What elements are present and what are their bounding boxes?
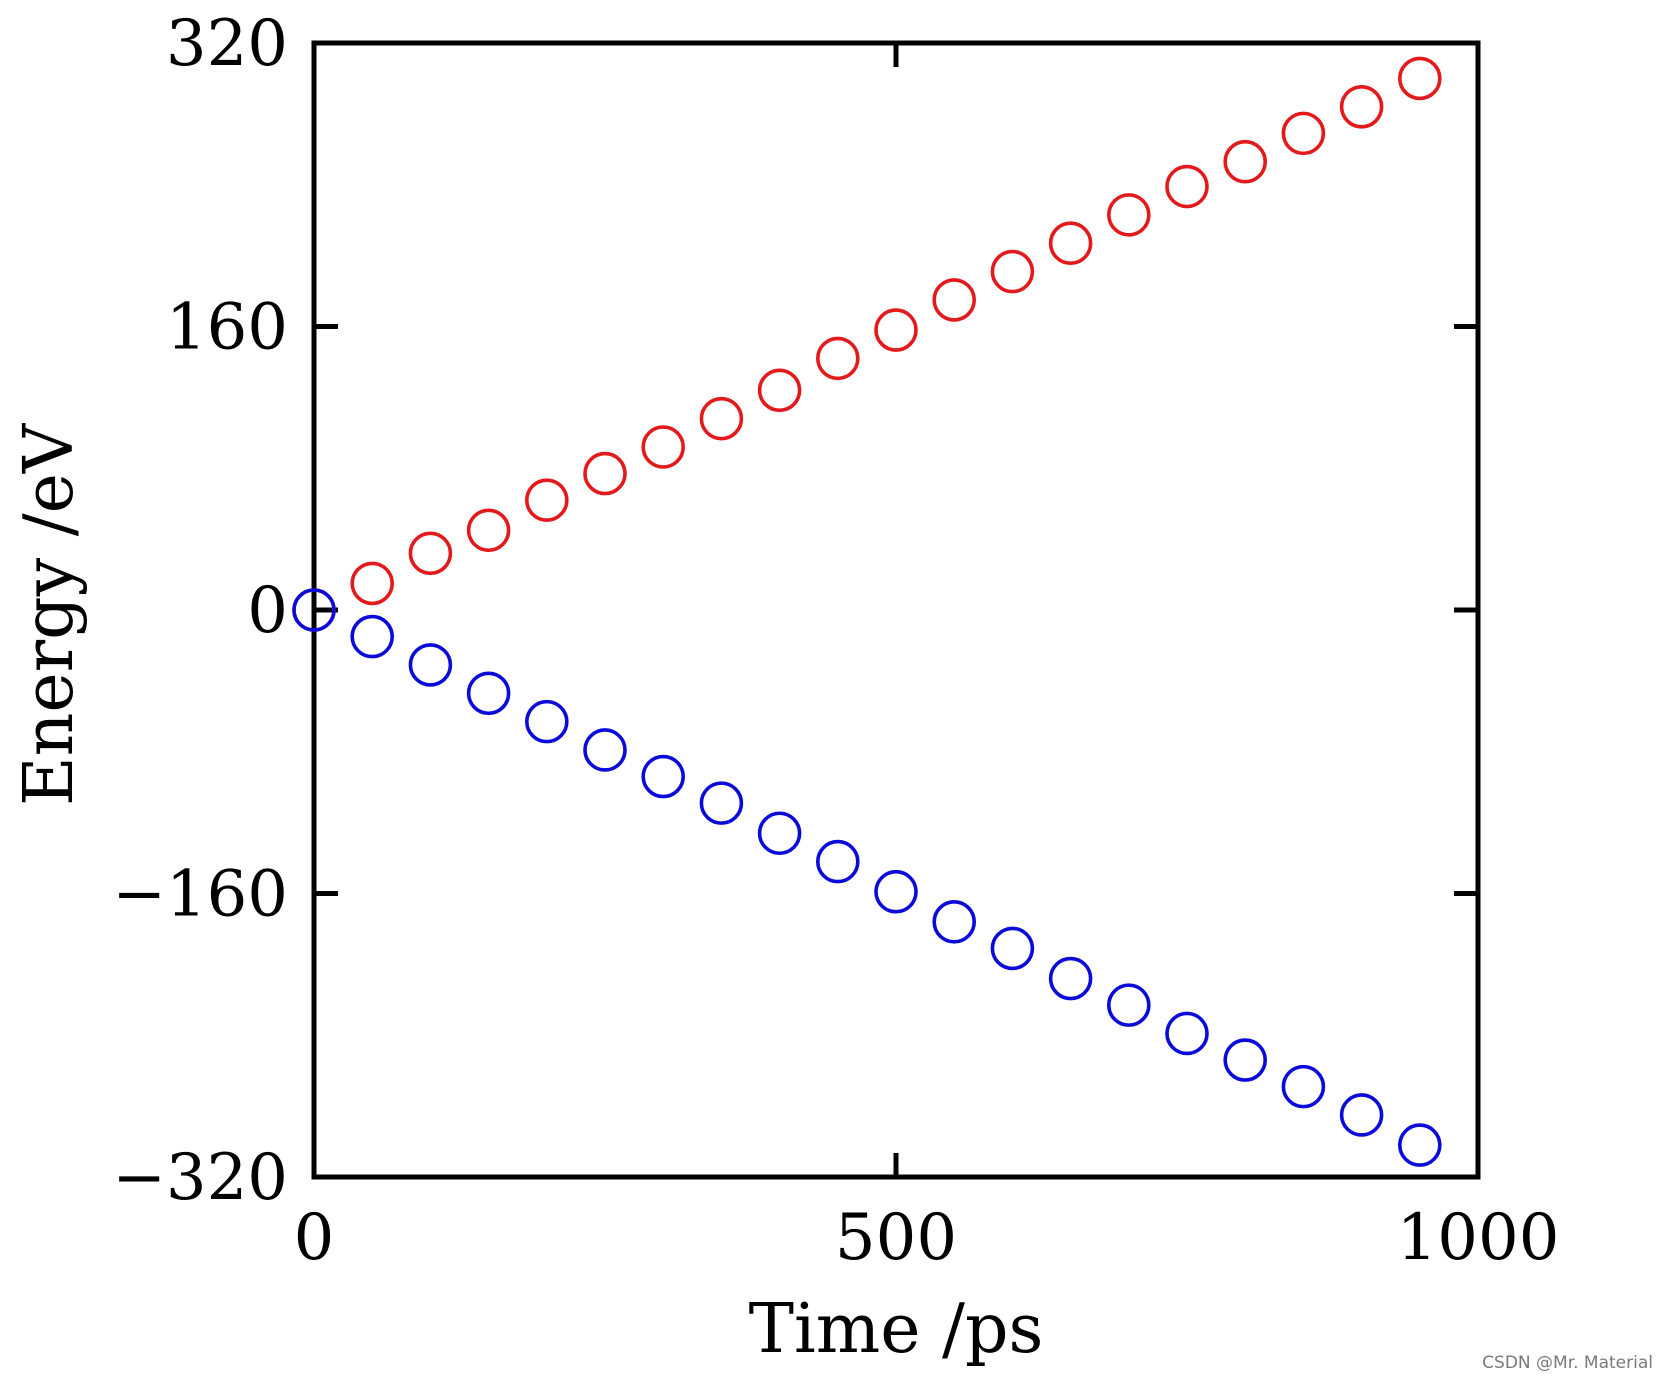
x-tick-label: 0 bbox=[294, 1201, 335, 1275]
x-tick-label: 1000 bbox=[1397, 1201, 1560, 1275]
data-point bbox=[932, 900, 977, 944]
data-point bbox=[1398, 1123, 1442, 1167]
tick-labels: 0 500 1000 320 160 0 −160 −320 bbox=[112, 7, 1559, 1275]
data-point bbox=[932, 278, 977, 322]
data-point bbox=[1165, 1011, 1209, 1056]
data-point bbox=[524, 478, 569, 522]
data-point bbox=[1107, 193, 1151, 237]
data-point bbox=[466, 508, 511, 553]
data-point bbox=[815, 336, 860, 381]
data-points bbox=[292, 56, 1442, 1167]
data-point bbox=[1223, 1038, 1267, 1082]
y-tick-label: −320 bbox=[112, 1141, 288, 1215]
data-point bbox=[1223, 139, 1267, 184]
x-axis-title: Time /ps bbox=[749, 1290, 1044, 1369]
y-tick-label: −160 bbox=[112, 858, 288, 932]
data-point bbox=[583, 451, 627, 496]
y-tick-label: 160 bbox=[166, 291, 288, 365]
data-point bbox=[699, 781, 744, 825]
data-point bbox=[1048, 956, 1093, 1001]
data-point bbox=[292, 588, 336, 632]
x-tick-label: 500 bbox=[835, 1201, 957, 1275]
data-point bbox=[583, 728, 627, 772]
data-point bbox=[990, 249, 1035, 294]
y-tick-label: 0 bbox=[247, 574, 288, 648]
data-point bbox=[641, 754, 686, 799]
plot-frame bbox=[311, 40, 1481, 1180]
data-point bbox=[874, 308, 918, 352]
y-axis-title: Energy /eV bbox=[10, 422, 89, 806]
data-point bbox=[815, 839, 860, 884]
data-point bbox=[1339, 1093, 1384, 1137]
data-point bbox=[1165, 164, 1209, 209]
data-point bbox=[641, 425, 686, 469]
data-point bbox=[408, 643, 453, 687]
data-point bbox=[699, 396, 744, 441]
data-point bbox=[990, 926, 1035, 971]
series-1 bbox=[292, 588, 1442, 1167]
data-point bbox=[1281, 1064, 1326, 1109]
y-tick-label: 320 bbox=[166, 7, 288, 81]
data-point bbox=[350, 614, 395, 659]
data-point bbox=[757, 811, 802, 856]
data-point bbox=[757, 368, 802, 413]
data-point bbox=[466, 671, 511, 716]
plot-border bbox=[311, 40, 1481, 1180]
data-point bbox=[1398, 56, 1442, 101]
data-point bbox=[1107, 983, 1151, 1027]
data-point bbox=[408, 531, 453, 576]
axis-ticks bbox=[311, 40, 1481, 1180]
series-0 bbox=[292, 56, 1442, 632]
watermark: CSDN @Mr. Material bbox=[1482, 1353, 1653, 1373]
data-point bbox=[1281, 111, 1326, 156]
data-point bbox=[524, 699, 569, 744]
data-point bbox=[1048, 221, 1093, 266]
data-point bbox=[1339, 84, 1384, 129]
data-point bbox=[874, 869, 918, 914]
data-point bbox=[350, 561, 395, 606]
